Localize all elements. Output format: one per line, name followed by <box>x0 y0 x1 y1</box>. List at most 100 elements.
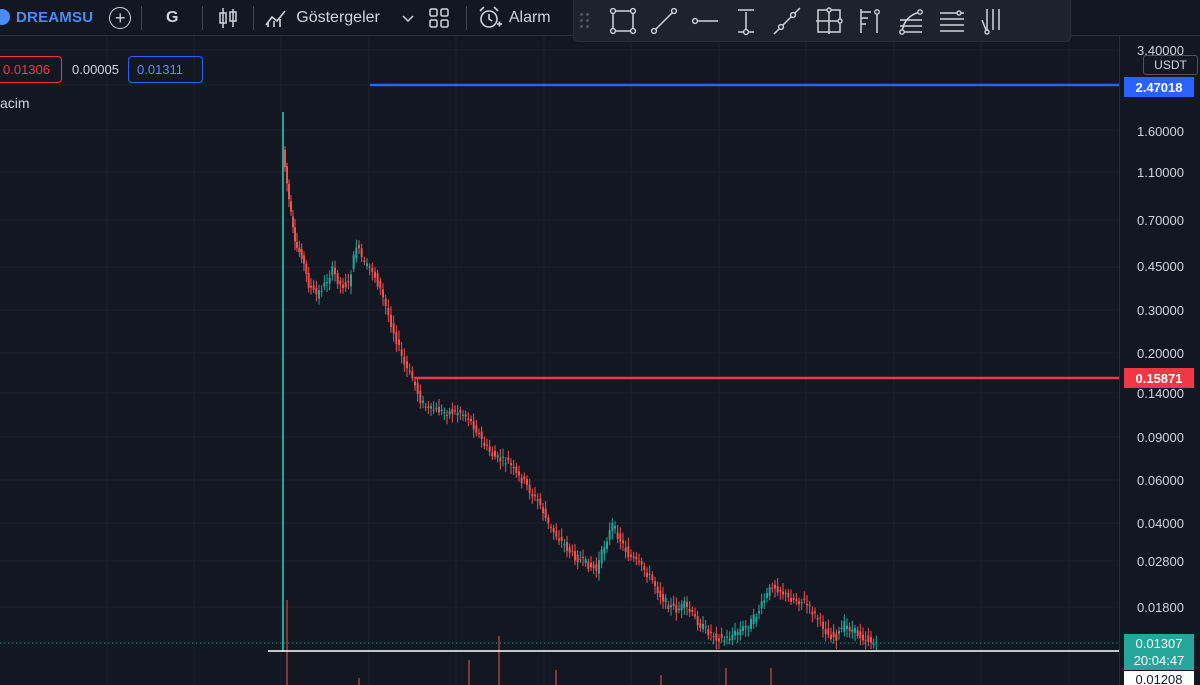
interval-label: G <box>166 8 179 26</box>
indicators-button[interactable]: Göstergeler <box>264 0 380 36</box>
candle-body <box>539 498 542 505</box>
candle-body <box>771 588 774 590</box>
volume-legend-label: acim <box>0 95 30 111</box>
candle-body <box>667 605 670 609</box>
candle-body <box>323 282 326 287</box>
candle-body <box>406 361 408 369</box>
candle-body <box>670 604 672 608</box>
add-symbol-button[interactable]: + <box>93 0 132 36</box>
candle-body <box>292 216 294 228</box>
crosshair-box-tool[interactable] <box>811 3 847 39</box>
candle-body <box>859 631 862 639</box>
price-scale[interactable]: 3.40000 1.60000 1.10000 0.70000 0.45000 … <box>1119 36 1200 685</box>
vertical-measure-tool[interactable] <box>728 3 764 39</box>
candle-body <box>303 255 305 264</box>
price-tick: 0.45000 <box>1137 259 1184 274</box>
candle-body <box>608 530 611 540</box>
layout-button[interactable] <box>428 0 450 36</box>
candle-body <box>814 611 816 614</box>
candle-body <box>502 456 504 458</box>
spread-value: 0.00005 <box>72 56 124 83</box>
candle-body <box>315 288 318 295</box>
fib-fan-tool[interactable] <box>893 3 929 39</box>
candle-body <box>290 201 292 212</box>
candle-body <box>640 561 643 565</box>
candle-body <box>718 638 720 642</box>
red-line-price-label: 0.15871 <box>1124 368 1194 388</box>
candle-body <box>739 629 742 636</box>
candle-body <box>518 471 520 476</box>
candle-body <box>808 604 811 606</box>
candle-body <box>848 626 851 632</box>
candle-body <box>478 433 480 435</box>
extended-line-icon <box>773 6 801 35</box>
layout-grid-icon <box>429 7 449 28</box>
candle-body <box>822 621 824 629</box>
symbol-name[interactable]: DREAMSU <box>16 9 94 26</box>
candle-body <box>288 184 290 200</box>
candle-body <box>416 382 419 394</box>
trend-line-tool[interactable] <box>646 3 682 39</box>
candle-body <box>854 628 856 633</box>
candle-body <box>654 581 656 587</box>
candle-body <box>494 451 496 457</box>
horizontal-ray-tool[interactable] <box>687 3 723 39</box>
sell-button[interactable]: 0.01306 <box>0 56 62 83</box>
candle-body <box>782 591 784 595</box>
candle-body <box>454 410 456 412</box>
candle-body <box>504 463 507 465</box>
candle-body <box>592 564 595 569</box>
interval-button[interactable]: G <box>152 0 192 36</box>
price-tick: 0.01800 <box>1137 600 1184 615</box>
candle-body <box>720 634 723 638</box>
rectangle-tool[interactable] <box>605 3 641 39</box>
symbol-selector[interactable]: DREAMSU <box>0 0 93 36</box>
candle-body <box>499 457 502 462</box>
drag-handle-icon[interactable] <box>580 11 592 31</box>
parallel-lines-tool[interactable] <box>934 3 970 39</box>
candle-body <box>390 314 392 328</box>
candle-body <box>435 407 438 410</box>
candlestick-series <box>282 112 878 652</box>
price-tick: 0.30000 <box>1137 303 1184 318</box>
candle-body <box>683 601 686 609</box>
bar-countdown: 20:04:47 <box>1133 653 1185 668</box>
candle-body <box>776 586 779 593</box>
volume-bar <box>468 660 470 685</box>
candle-body <box>862 634 864 641</box>
candle-body <box>680 603 683 611</box>
pitchfork-icon <box>981 8 1001 35</box>
candle-body <box>366 263 368 266</box>
price-tick: 1.10000 <box>1137 165 1184 180</box>
candle-body <box>760 601 763 609</box>
alarm-button[interactable]: Alarm <box>477 0 551 36</box>
candle-body <box>635 556 638 560</box>
extended-line-tool[interactable] <box>769 3 805 39</box>
candle-body <box>523 476 526 480</box>
chart-type-button[interactable] <box>213 0 243 36</box>
candle-body <box>488 446 491 452</box>
candle-body <box>686 601 688 607</box>
price-tick: 0.14000 <box>1137 386 1184 401</box>
price-tick: 0.06000 <box>1137 473 1184 488</box>
buy-button[interactable]: 0.01311 <box>128 56 203 83</box>
fib-retracement-tool[interactable] <box>852 3 888 39</box>
candle-body <box>710 632 712 634</box>
candle-body <box>590 562 592 568</box>
crosshair-box-icon <box>815 6 843 34</box>
templates-dropdown-button[interactable] <box>402 0 414 36</box>
candle-body <box>544 508 547 518</box>
currency-selector[interactable]: USDT <box>1143 55 1198 75</box>
alarm-label: Alarm <box>508 8 551 26</box>
candle-body <box>310 285 312 288</box>
candle-body <box>750 619 752 629</box>
candle-body <box>699 622 702 628</box>
volume-bar <box>498 636 500 685</box>
candle-body <box>363 260 366 263</box>
candle-body <box>712 636 715 638</box>
pitchfork-tool[interactable] <box>975 3 1011 39</box>
price-chart[interactable] <box>0 36 1119 685</box>
candle-body <box>704 626 707 628</box>
price-tick: 3.40000 <box>1137 43 1184 58</box>
candle-body <box>558 538 560 541</box>
